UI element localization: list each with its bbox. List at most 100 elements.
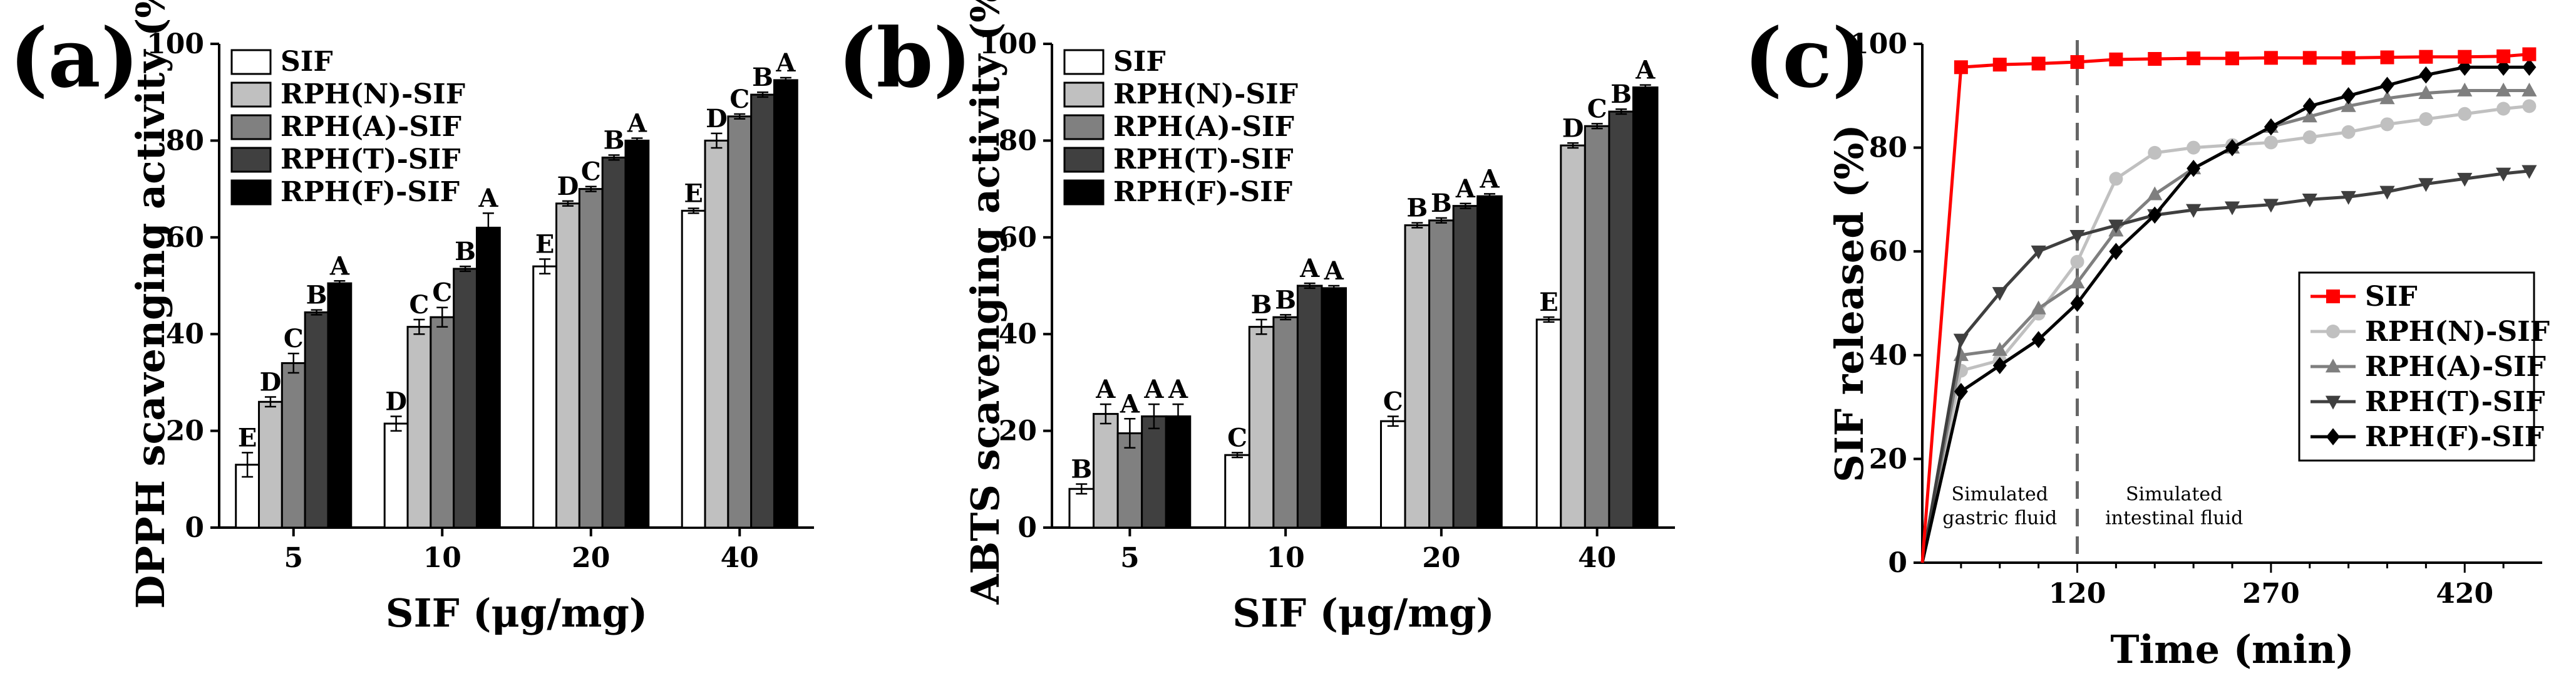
bar: [1476, 195, 1503, 529]
data-point: [2225, 51, 2239, 66]
legend-swatch: [1063, 114, 1105, 140]
bar: [750, 93, 775, 529]
bar: [1560, 144, 1586, 529]
significance-letter: B: [1071, 455, 1092, 484]
data-point: [2148, 52, 2162, 66]
data-point: [2380, 76, 2394, 94]
significance-letter: A: [1635, 56, 1656, 85]
significance-letter: A: [478, 184, 498, 213]
x-tick-label: 420: [2436, 578, 2493, 610]
y-tick-label: 20: [1869, 443, 1907, 475]
data-point: [2496, 102, 2511, 116]
data-point: [2302, 51, 2317, 65]
bar: [1248, 326, 1275, 529]
data-point: [2109, 242, 2123, 260]
y-tick-label: 80: [999, 125, 1037, 157]
data-point: [2148, 206, 2162, 224]
legend-swatch: [230, 147, 272, 173]
bar: [1141, 415, 1167, 529]
legend: SIFRPH(N)-SIFRPH(A)-SIFRPH(T)-SIFRPH(F)-…: [2298, 271, 2550, 462]
significance-letter: C: [581, 157, 601, 187]
x-axis-title: SIF (μg/mg): [386, 590, 647, 636]
bar: [453, 268, 478, 529]
data-point: [2109, 52, 2123, 66]
panel-label: (a): [9, 10, 139, 106]
significance-letter: C: [284, 324, 304, 353]
legend-label: RPH(N)-SIF: [281, 78, 465, 110]
data-point: [2031, 300, 2046, 315]
x-tick-label: 40: [1578, 542, 1616, 574]
bar: [1379, 420, 1406, 529]
bar: [624, 139, 650, 529]
data-point: [2341, 98, 2356, 112]
y-tick-label: 40: [999, 318, 1037, 350]
y-tick-label: 60: [166, 222, 204, 254]
legend-label: RPH(F)-SIF: [281, 176, 460, 208]
x-tick-label: 10: [423, 542, 461, 574]
legend-swatch: [1063, 179, 1105, 206]
data-point: [2069, 230, 2085, 244]
bar: [704, 139, 729, 529]
legend-label: SIF: [2365, 281, 2418, 313]
data-point: [2326, 428, 2340, 446]
significance-letter: D: [706, 104, 728, 133]
data-point: [2380, 50, 2394, 65]
data-point: [2147, 186, 2163, 201]
bar: [327, 282, 353, 529]
data-point: [2264, 51, 2278, 65]
data-point: [2419, 112, 2433, 127]
data-point: [2186, 204, 2202, 218]
significance-letter: A: [1120, 389, 1140, 419]
data-point: [2031, 331, 2046, 348]
significance-letter: B: [752, 63, 773, 92]
y-tick-label: 100: [147, 28, 204, 60]
data-point: [2496, 167, 2512, 182]
y-tick-label: 60: [1869, 236, 1907, 268]
significance-letter: B: [604, 126, 625, 155]
data-point: [2070, 295, 2084, 312]
bar: [1608, 110, 1634, 529]
legend-label: RPH(T)-SIF: [1113, 143, 1293, 175]
bar: [304, 311, 329, 529]
x-tick-label: 10: [1267, 542, 1305, 574]
data-point: [2302, 108, 2317, 123]
y-tick-label: 40: [166, 318, 204, 350]
bar: [601, 156, 627, 529]
significance-letter: C: [1227, 423, 1247, 452]
significance-letter: E: [238, 423, 257, 452]
bar: [1224, 454, 1250, 529]
data-point: [1992, 58, 2007, 72]
bar: [383, 422, 409, 529]
legend-label: SIF: [281, 46, 333, 78]
bar: [681, 209, 706, 529]
data-point: [2379, 185, 2395, 200]
data-point: [2031, 245, 2046, 259]
data-point: [2341, 51, 2356, 65]
bar: [1452, 205, 1479, 529]
significance-letter: A: [627, 109, 647, 138]
significance-letter: D: [385, 387, 407, 416]
phase-label-line: gastric fluid: [1942, 508, 2057, 529]
legend-label: RPH(A)-SIF: [2365, 351, 2546, 383]
data-point: [2264, 135, 2278, 150]
bar: [1321, 287, 1347, 529]
y-axis-title: SIF released (%): [1826, 124, 1872, 482]
x-tick-label: 40: [721, 542, 759, 574]
data-point: [2109, 172, 2123, 186]
data-point: [1992, 342, 2007, 356]
y-tick-label: 20: [166, 415, 204, 447]
legend-swatch: [230, 49, 272, 75]
legend-label: RPH(A)-SIF: [1113, 111, 1294, 143]
significance-letter: D: [1562, 113, 1584, 143]
legend-label: RPH(N)-SIF: [1113, 78, 1298, 110]
x-axis-title: Time (min): [2110, 627, 2354, 672]
legend-swatch: [230, 179, 272, 206]
bar: [1165, 415, 1192, 529]
y-tick-label: 0: [185, 512, 204, 544]
significance-letter: B: [1406, 194, 1428, 223]
y-tick-label: 0: [1018, 512, 1037, 544]
significance-letter: D: [557, 172, 579, 201]
bar: [1296, 284, 1323, 529]
